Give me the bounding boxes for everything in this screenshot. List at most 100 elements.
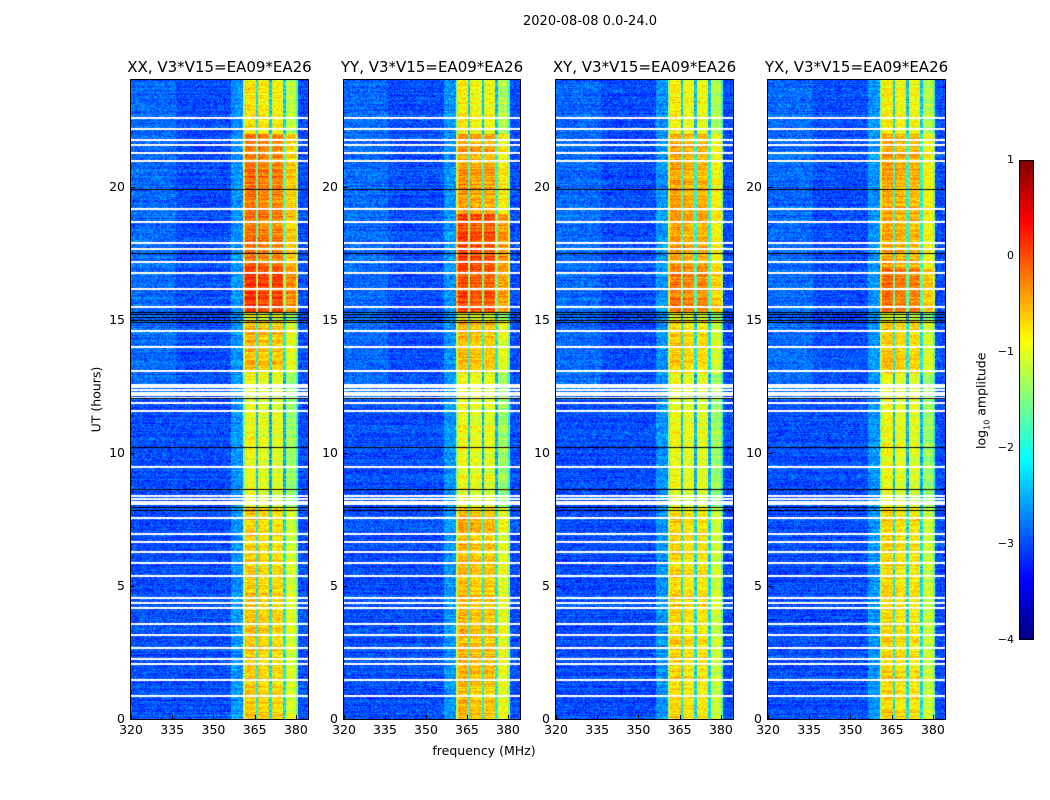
y-tick-label: 10 (109, 444, 125, 460)
y-tick-mark (344, 452, 348, 454)
x-tick-label: 380 (496, 722, 520, 737)
heatmap-canvas (344, 80, 520, 719)
x-tick-label: 365 (879, 722, 904, 737)
y-tick-mark (131, 319, 135, 321)
x-tick-mark (507, 715, 509, 719)
x-tick-mark (295, 715, 297, 719)
colorbar-label-suffix: amplitude (973, 352, 989, 420)
x-tick-label: 335 (160, 722, 185, 737)
x-tick-label: 335 (797, 722, 822, 737)
x-tick-label: 380 (920, 722, 945, 737)
heatmap-canvas (131, 80, 308, 719)
y-tick-label: 0 (542, 711, 550, 726)
x-tick-label: 365 (455, 722, 479, 737)
x-tick-mark (254, 715, 256, 719)
colorbar-tick-label: −1 (997, 345, 1014, 358)
panel-title: XX, V3*V15=EA09*EA26 (127, 58, 312, 76)
x-tick-mark (720, 715, 722, 719)
heatmap-canvas (768, 80, 945, 719)
x-tick-mark (213, 715, 215, 719)
y-tick-mark (131, 452, 135, 454)
x-tick-mark (425, 715, 427, 719)
x-tick-label: 380 (283, 722, 308, 737)
y-tick-label: 15 (109, 311, 125, 327)
x-tick-mark (597, 715, 599, 719)
x-axis-label: frequency (MHz) (432, 743, 536, 758)
panel-xx: XX, V3*V15=EA09*EA26 0 5 10 15 20 320 335 350 365… (109, 58, 312, 737)
y-tick-label: 5 (754, 577, 762, 593)
x-tick-mark (891, 715, 893, 719)
colorbar-tick-label: −4 (997, 633, 1014, 646)
panel-xy: XY, V3*V15=EA09*EA26 0 5 10 15 20 320 335 350 365… (534, 58, 736, 737)
y-tick-label: 20 (109, 178, 125, 194)
y-tick-label: 20 (534, 178, 550, 194)
y-tick-label: 20 (322, 178, 338, 194)
x-tick-mark (850, 715, 852, 719)
x-tick-label: 320 (119, 722, 143, 737)
y-tick-label: 15 (322, 311, 338, 327)
y-tick-label: 10 (746, 444, 762, 460)
colorbar-label: log10 amplitude (973, 341, 991, 461)
colorbar-tick-label: 0 (1007, 249, 1014, 262)
x-tick-mark (384, 715, 386, 719)
y-tick-label: 5 (330, 577, 338, 593)
y-tick-mark (768, 186, 772, 188)
axes-frame (343, 79, 521, 720)
y-tick-mark (768, 719, 772, 720)
x-tick-mark (556, 715, 557, 719)
y-tick-label: 0 (117, 711, 125, 726)
x-tick-label: 320 (544, 722, 568, 737)
x-tick-label: 350 (201, 722, 226, 737)
y-tick-mark (556, 585, 560, 587)
panel-title: YX, V3*V15=EA09*EA26 (764, 58, 949, 76)
y-tick-mark (344, 585, 348, 587)
y-tick-label: 15 (534, 311, 550, 327)
heatmap-canvas (556, 80, 733, 719)
y-tick-mark (131, 585, 135, 587)
y-tick-label: 15 (746, 311, 762, 327)
x-tick-label: 380 (708, 722, 733, 737)
y-tick-mark (344, 719, 348, 720)
y-axis-label: UT (hours) (88, 366, 104, 433)
y-tick-mark (556, 719, 560, 720)
y-tick-label: 0 (330, 711, 338, 726)
y-tick-label: 10 (322, 444, 338, 460)
axes-frame (767, 79, 946, 720)
x-tick-label: 335 (585, 722, 610, 737)
panel-yy: YY, V3*V15=EA09*EA26 0 5 10 15 20 320 335 350 365… (322, 58, 523, 737)
x-tick-label: 350 (626, 722, 651, 737)
y-tick-label: 5 (117, 577, 125, 593)
x-tick-label: 365 (242, 722, 267, 737)
y-tick-mark (344, 186, 348, 188)
x-tick-mark (344, 715, 345, 719)
y-tick-mark (131, 186, 135, 188)
y-tick-label: 5 (542, 577, 550, 593)
x-tick-label: 365 (667, 722, 692, 737)
x-tick-label: 320 (756, 722, 780, 737)
x-tick-label: 350 (414, 722, 438, 737)
colorbar-tick-label: −3 (997, 537, 1014, 550)
colorbar-tick-label: 1 (1007, 153, 1014, 166)
y-tick-mark (556, 186, 560, 188)
x-tick-label: 335 (373, 722, 397, 737)
y-tick-mark (768, 319, 772, 321)
panel-yx: YX, V3*V15=EA09*EA26 0 5 10 15 20 320 335 350 365… (746, 58, 948, 737)
y-tick-mark (131, 719, 135, 720)
colorbar-label-log: log (973, 429, 989, 449)
y-tick-label: 0 (754, 711, 762, 726)
x-tick-mark (768, 715, 769, 719)
x-tick-label: 320 (332, 722, 356, 737)
x-tick-mark (809, 715, 811, 719)
y-tick-mark (344, 319, 348, 321)
axes-frame (555, 79, 734, 720)
x-tick-label: 350 (838, 722, 863, 737)
y-tick-label: 20 (746, 178, 762, 194)
x-tick-mark (172, 715, 174, 719)
x-tick-mark (131, 715, 132, 719)
x-tick-mark (466, 715, 468, 719)
panel-title: XY, V3*V15=EA09*EA26 (552, 58, 737, 76)
y-tick-mark (556, 452, 560, 454)
colorbar-tick-label: −2 (997, 441, 1014, 454)
y-tick-mark (768, 452, 772, 454)
axes-frame (130, 79, 309, 720)
